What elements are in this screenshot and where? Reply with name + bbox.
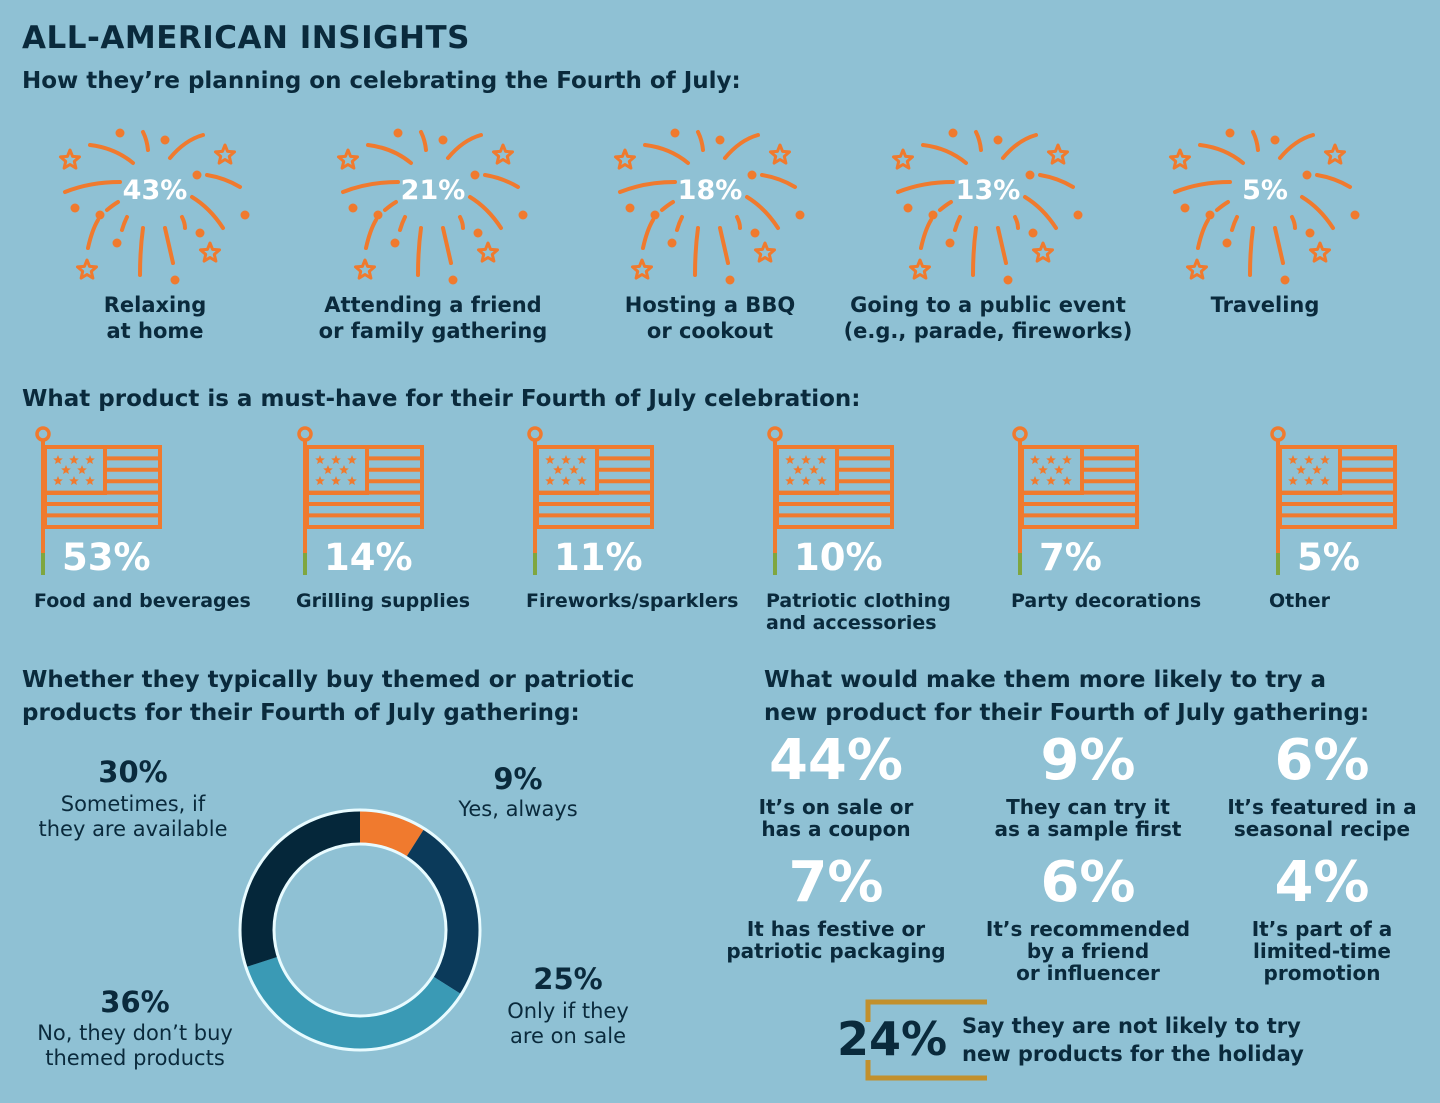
celebrating-heading: How they’re planning on celebrating the … [22,68,741,94]
try-new-label: It has festive or [746,917,926,941]
celebration-pct: 21% [400,175,466,206]
try-new-pct: 44% [768,728,904,793]
donut-label: they are available [38,817,228,841]
must-have-label: Fireworks/sparklers [526,590,739,612]
try-new-label: limited-time [1253,939,1391,963]
celebration-label: or family gathering [318,319,548,343]
donut-label: Yes, always [458,797,578,821]
try-new-label: or influencer [1016,961,1160,985]
page-title: ALL-AMERICAN INSIGHTS [22,20,470,56]
donut-pct: 25% [533,962,603,996]
flag-icon [767,425,907,585]
fireworks-icon [55,128,255,294]
try-new-label: It’s featured in a [1227,795,1417,819]
try-new-label: has a coupon [761,817,911,841]
flag-icon [35,425,175,585]
donut-slice [245,956,462,1050]
try-new-label: They can try it [1006,795,1170,819]
donut-slice [240,810,360,968]
must-have-label: Patriotic clothing [766,590,951,612]
must-have-pct: 53% [62,536,151,579]
donut-slice [360,810,425,858]
not-likely-pct: 24% [837,1012,948,1066]
must-have-pct: 7% [1039,536,1102,579]
must-have-pct: 14% [324,536,413,579]
try-new-label: It’s part of a [1251,917,1393,941]
donut-label: themed products [45,1046,225,1070]
donut-outline [272,842,448,1018]
donut-slice [406,828,480,995]
try-new-pct: 4% [1274,850,1370,915]
fireworks-icon [888,128,1088,294]
donut-outline [238,808,482,1052]
must-have-label: Grilling supplies [296,590,471,612]
celebration-label: Going to a public event [850,293,1126,317]
celebration-pct: 5% [1242,175,1288,206]
celebration-label: or cookout [646,319,774,343]
donut-label: No, they don’t buy [37,1021,233,1045]
donut-pct: 36% [100,985,170,1019]
must-have-heading: What product is a must-have for their Fo… [22,386,861,412]
celebration-pct: 43% [122,175,188,206]
celebration-pct: 13% [955,175,1021,206]
try-new-heading-line2: new product for their Fourth of July gat… [764,700,1370,726]
must-have-pct: 11% [554,536,643,579]
celebration-label: Hosting a BBQ [624,293,796,317]
try-new-label: promotion [1263,961,1381,985]
must-have-label: and accessories [766,612,937,634]
bracket-decoration [865,999,987,1081]
donut-label: Only if they [507,999,629,1023]
not-likely-text: Say they are not likely to try new produ… [962,1012,1304,1068]
flag-icon [527,425,667,585]
try-new-label: as a sample first [994,817,1182,841]
try-new-pct: 6% [1040,850,1136,915]
must-have-label: Party decorations [1011,590,1202,612]
celebration-label: Traveling [1210,293,1320,317]
must-have-label: Other [1269,590,1331,612]
donut-chart [238,808,482,1052]
donut-pct: 30% [98,755,168,789]
must-have-pct: 5% [1297,536,1360,579]
try-new-label: seasonal recipe [1233,817,1411,841]
themed-heading-line1: Whether they typically buy themed or pat… [22,667,635,693]
themed-heading: Whether they typically buy themed or pat… [22,664,634,730]
not-likely-line2: new products for the holiday [962,1042,1304,1066]
must-have-pct: 10% [794,536,883,579]
celebration-label: Attending a friend [324,293,542,317]
celebration-label: Relaxing [103,293,207,317]
try-new-label: It’s recommended [985,917,1191,941]
try-new-pct: 7% [788,850,884,915]
celebration-label: at home [106,319,204,343]
try-new-label: It’s on sale or [758,795,914,819]
try-new-pct: 6% [1274,728,1370,793]
themed-heading-line2: products for their Fourth of July gather… [22,700,580,726]
must-have-label: Food and beverages [34,590,251,612]
celebration-label: (e.g., parade, fireworks) [843,319,1133,343]
fireworks-icon [610,128,810,294]
try-new-heading-line1: What would make them more likely to try … [764,667,1327,693]
fireworks-icon [1165,128,1365,294]
fireworks-icon [333,128,533,294]
try-new-label: patriotic packaging [726,939,946,963]
flag-icon [1270,425,1410,585]
donut-pct: 9% [493,762,543,796]
flag-icon [1012,425,1152,585]
donut-label: are on sale [509,1024,627,1048]
not-likely-line1: Say they are not likely to try [962,1014,1301,1038]
donut-label: Sometimes, if [60,792,206,816]
try-new-heading: What would make them more likely to try … [764,664,1369,730]
celebration-pct: 18% [677,175,743,206]
try-new-label: by a friend [1026,939,1150,963]
try-new-pct: 9% [1040,728,1136,793]
flag-icon [297,425,437,585]
